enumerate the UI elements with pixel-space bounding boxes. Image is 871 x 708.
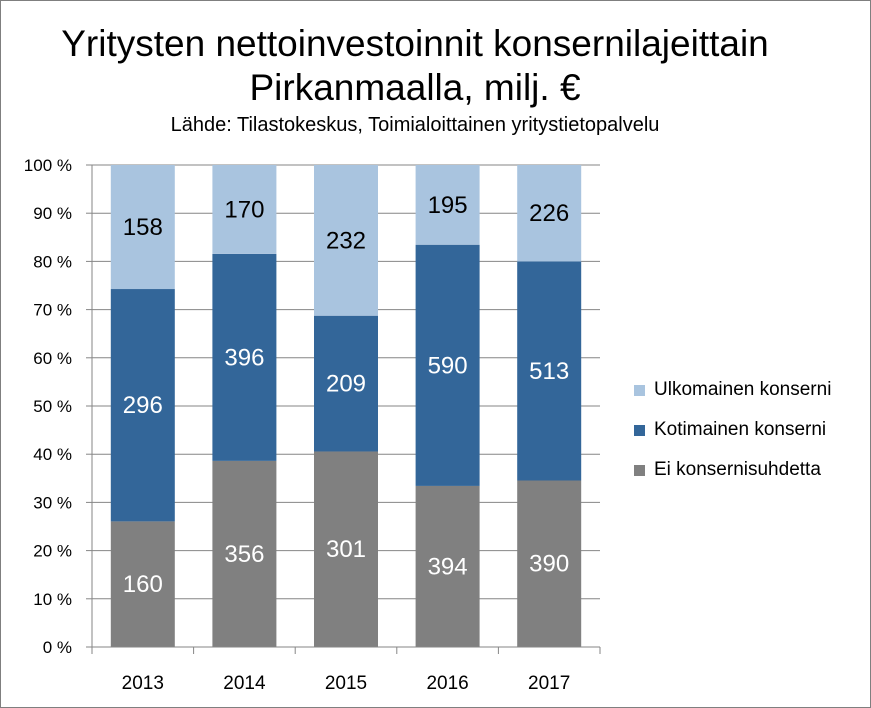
data-label: 301 <box>326 536 366 563</box>
y-tick-label: 80 % <box>33 252 72 271</box>
bar-segment <box>212 165 277 254</box>
y-tick-label: 10 % <box>33 590 72 609</box>
x-tick-label: 2014 <box>223 673 266 694</box>
y-tick-label: 20 % <box>33 542 72 561</box>
data-label: 396 <box>224 344 264 371</box>
y-tick-label: 40 % <box>33 445 72 464</box>
y-tick-label: 50 % <box>33 397 72 416</box>
legend-label: Kotimainen konserni <box>654 419 827 440</box>
data-label: 590 <box>428 352 468 379</box>
data-label: 390 <box>529 551 569 578</box>
chart-title-line2: Pirkanmaalla, milj. € <box>249 67 581 108</box>
y-tick-label: 30 % <box>33 493 72 512</box>
legend-item: Ulkomainen konserni <box>634 370 831 410</box>
x-tick-label: 2017 <box>528 673 570 694</box>
bar-segment <box>314 165 378 316</box>
x-tick-label: 2013 <box>122 673 164 694</box>
data-label: 158 <box>123 214 163 241</box>
data-label: 232 <box>326 227 366 254</box>
data-label: 160 <box>123 571 163 598</box>
bar-segment <box>517 261 582 481</box>
legend-swatch <box>634 384 645 396</box>
x-tick-label: 2015 <box>325 673 367 694</box>
bar-segment <box>517 165 582 262</box>
bar-segment <box>517 480 582 647</box>
bar-segment <box>415 485 480 647</box>
bar-segment <box>110 521 175 647</box>
legend-item: Ei konsernisuhdetta <box>634 450 831 490</box>
data-label: 296 <box>123 392 163 419</box>
data-label: 513 <box>529 358 569 385</box>
data-label: 394 <box>428 553 468 580</box>
legend: Ulkomainen konserni Kotimainen konserni Ei… <box>634 370 831 490</box>
legend-swatch <box>634 464 645 476</box>
bar-segment <box>212 253 277 461</box>
chart-subtitle: Lähde: Tilastokeskus, Toimialoittainen y… <box>170 114 660 136</box>
bar-segment <box>212 460 277 647</box>
bar-segment <box>314 315 378 452</box>
y-tick-label: 60 % <box>33 349 72 368</box>
chart-title: Yritysten nettoinvestoinnit konsernilaje… <box>40 22 790 110</box>
y-tick-label: 100 % <box>24 156 72 175</box>
x-tick-label: 2016 <box>426 673 468 694</box>
bar-segment <box>110 165 175 290</box>
legend-item: Kotimainen konserni <box>634 410 831 450</box>
legend-label: Ei konsernisuhdetta <box>654 459 821 480</box>
bar-segment <box>110 289 175 522</box>
y-tick-label: 0 % <box>43 638 72 657</box>
y-tick-label: 70 % <box>33 301 72 320</box>
bar-segment <box>415 165 480 245</box>
y-tick-label: 90 % <box>33 204 72 223</box>
legend-swatch <box>634 424 645 436</box>
bar-segment <box>415 244 480 486</box>
legend-label: Ulkomainen konserni <box>654 379 832 400</box>
chart-title-line1: Yritysten nettoinvestoinnit konsernilaje… <box>61 23 769 64</box>
data-label: 226 <box>529 200 569 227</box>
data-label: 356 <box>224 541 264 568</box>
bar-segment <box>314 451 378 647</box>
data-label: 170 <box>224 196 264 223</box>
data-label: 209 <box>326 371 366 398</box>
data-label: 195 <box>428 192 468 219</box>
